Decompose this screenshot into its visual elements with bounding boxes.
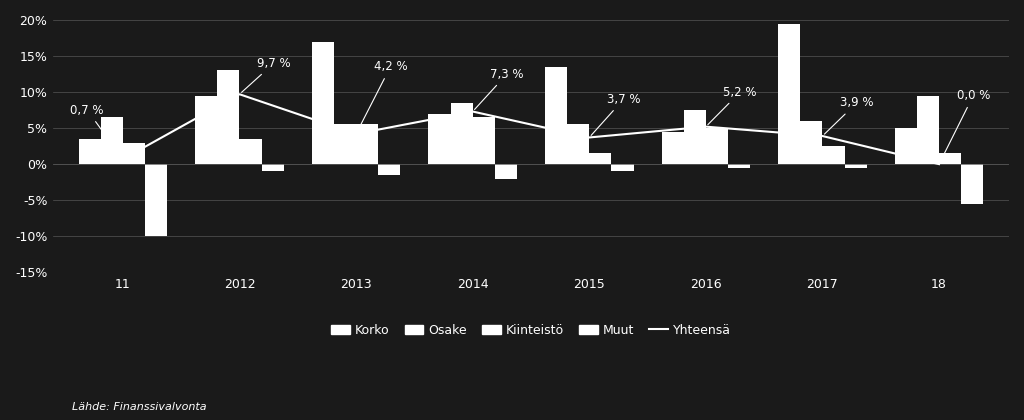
Text: 0,0 %: 0,0 % xyxy=(940,89,990,162)
Text: 3,9 %: 3,9 % xyxy=(824,96,873,134)
Bar xyxy=(196,96,217,164)
Bar xyxy=(589,153,611,164)
Yhteensä xyxy=(933,162,945,167)
Yhteensä xyxy=(117,157,129,162)
Bar xyxy=(939,153,962,164)
Bar xyxy=(706,128,728,164)
Bar xyxy=(611,164,634,171)
Legend: Korko, Osake, Kiinteistö, Muut, Yhteensä: Korko, Osake, Kiinteistö, Muut, Yhteensä xyxy=(327,319,735,341)
Bar xyxy=(356,124,378,164)
Bar xyxy=(334,124,356,164)
Text: 4,2 %: 4,2 % xyxy=(357,60,408,131)
Bar xyxy=(428,114,451,164)
Yhteensä xyxy=(583,135,595,140)
Bar xyxy=(262,164,284,171)
Bar xyxy=(567,124,589,164)
Bar xyxy=(451,103,473,164)
Bar xyxy=(145,164,167,236)
Bar xyxy=(473,117,495,164)
Bar xyxy=(662,132,684,164)
Bar xyxy=(684,110,706,164)
Bar xyxy=(845,164,866,168)
Bar xyxy=(895,128,916,164)
Bar xyxy=(311,42,334,164)
Bar xyxy=(240,139,262,164)
Bar xyxy=(822,146,845,164)
Bar xyxy=(123,142,145,164)
Bar xyxy=(378,164,400,175)
Bar xyxy=(217,71,240,164)
Bar xyxy=(495,164,517,178)
Yhteensä xyxy=(233,92,246,97)
Yhteensä xyxy=(699,124,712,129)
Yhteensä xyxy=(816,134,828,139)
Text: 5,2 %: 5,2 % xyxy=(708,86,757,125)
Bar xyxy=(962,164,983,204)
Bar xyxy=(545,67,567,164)
Bar xyxy=(801,121,822,164)
Text: Lähde: Finanssivalvonta: Lähde: Finanssivalvonta xyxy=(72,402,206,412)
Yhteensä xyxy=(467,109,479,114)
Bar xyxy=(79,139,100,164)
Yhteensä xyxy=(350,131,362,136)
Text: 7,3 %: 7,3 % xyxy=(474,68,523,110)
Text: 3,7 %: 3,7 % xyxy=(591,93,640,135)
Bar xyxy=(100,117,123,164)
Bar xyxy=(916,96,939,164)
Text: 9,7 %: 9,7 % xyxy=(242,57,291,92)
Bar xyxy=(728,164,751,168)
Line: Yhteensä: Yhteensä xyxy=(123,94,939,164)
Text: 0,7 %: 0,7 % xyxy=(71,104,121,157)
Bar xyxy=(778,24,801,164)
